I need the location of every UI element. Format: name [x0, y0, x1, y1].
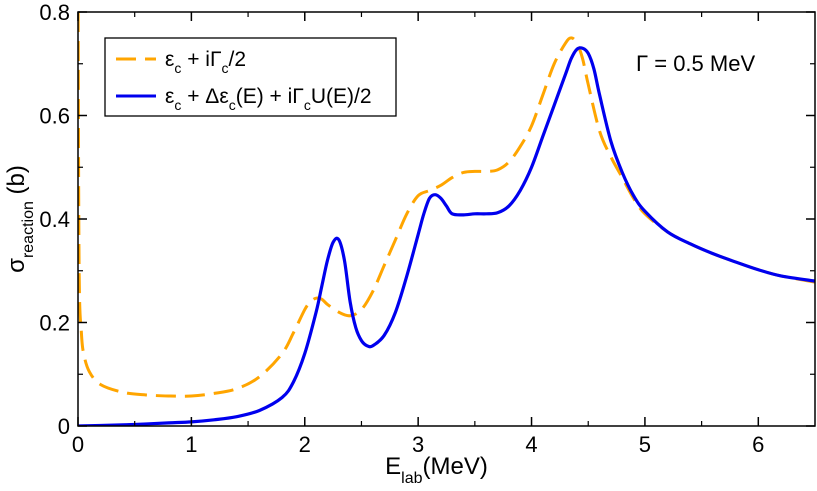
legend: εc + iΓc/2εc + Δεc(E) + iΓcU(E)/2: [104, 37, 397, 117]
legend-label-part: ε: [165, 48, 174, 71]
axes-layer: 0 1 2 3 4 5 6 0 0.2 0.4 0.6 0.8 Elab(MeV) σreaction (…: [3, 0, 816, 487]
series-layer: [78, 12, 815, 426]
y-tick-label: 0: [58, 414, 70, 439]
series-line-solid: [78, 46, 815, 426]
legend-box: [104, 37, 397, 117]
x-tick-label: 6: [752, 432, 764, 457]
y-tick-label: 0.8: [39, 0, 70, 25]
legend-label-subscript: c: [222, 60, 229, 76]
series-line-dashed: [78, 12, 815, 398]
x-axis-title-sub: lab: [401, 470, 422, 487]
legend-label-solid: εc + Δεc(E) + iΓcU(E)/2: [165, 85, 372, 113]
legend-label-dashed: εc + iΓc/2: [165, 48, 246, 76]
legend-label-subscript: c: [174, 60, 181, 76]
legend-label-subscript: c: [304, 97, 311, 113]
legend-label-subscript: c: [174, 97, 181, 113]
x-tick-label: 5: [639, 432, 651, 457]
legend-label-part: + Δε: [181, 85, 228, 108]
x-tick-label: 3: [412, 432, 424, 457]
x-tick-label: 0: [72, 432, 84, 457]
x-tick-label: 1: [185, 432, 197, 457]
y-tick-label: 0.4: [39, 207, 70, 232]
gamma-annotation: Γ = 0.5 MeV: [636, 51, 755, 76]
y-axis-title-main: σ: [3, 258, 30, 273]
x-axis-title-unit: (MeV): [423, 453, 488, 480]
legend-label-part: (E) + iΓ: [236, 85, 304, 108]
x-axis-title: Elab(MeV): [385, 453, 488, 487]
x-tick-label: 2: [299, 432, 311, 457]
legend-label-subscript: c: [229, 97, 236, 113]
y-axis-title: σreaction (b): [3, 165, 37, 273]
y-tick-label: 0.6: [39, 104, 70, 129]
legend-label-part: /2: [229, 48, 247, 71]
legend-label-part: U(E)/2: [311, 85, 372, 108]
y-tick-label: 0.2: [39, 311, 70, 336]
legend-label-part: ε: [165, 85, 174, 108]
legend-label-part: + iΓ: [181, 48, 221, 71]
x-axis-title-main: E: [385, 453, 401, 480]
x-tick-label: 4: [525, 432, 537, 457]
y-axis-title-sub: reaction: [20, 201, 37, 258]
y-axis-title-unit: (b): [3, 165, 30, 201]
